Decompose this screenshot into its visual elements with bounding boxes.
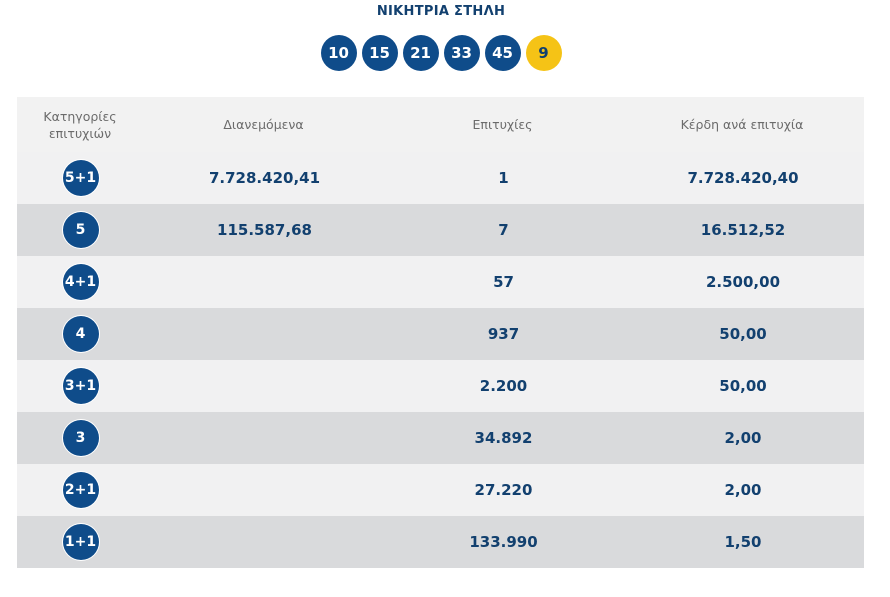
prize-value: 50,00: [719, 325, 767, 343]
prize-value: 2,00: [724, 429, 762, 447]
category-badge: 5: [62, 212, 99, 248]
prize-table-header: Κατηγορίες επιτυχιών Διανεμόμενα Επιτυχί…: [17, 97, 864, 152]
winning-number-ball: 10: [320, 35, 357, 71]
category-badge: 4+1: [62, 264, 99, 300]
category-badge: 2+1: [62, 472, 99, 508]
header-winners: Επιτυχίες: [472, 117, 533, 132]
category-badge: 4: [62, 316, 99, 352]
bonus-number-ball: 9: [525, 35, 562, 71]
table-row: 4+1 57 2.500,00: [17, 256, 864, 308]
table-row: 5+1 7.728.420,41 1 7.728.420,40: [17, 152, 864, 204]
table-row: 2+1 27.220 2,00: [17, 464, 864, 516]
header-distributed: Διανεμόμενα: [223, 117, 304, 132]
table-row: 4 937 50,00: [17, 308, 864, 360]
winners-value: 34.892: [474, 429, 533, 447]
winning-number-ball: 15: [361, 35, 398, 71]
prize-value: 2,00: [724, 481, 762, 499]
category-badge: 3+1: [62, 368, 99, 404]
winners-value: 27.220: [474, 481, 533, 499]
table-row: 5 115.587,68 7 16.512,52: [17, 204, 864, 256]
prize-value: 50,00: [719, 377, 767, 395]
distributed-value: 7.728.420,41: [208, 169, 321, 187]
distributed-value: 115.587,68: [217, 221, 312, 239]
header-category: Κατηγορίες επιτυχιών: [43, 108, 117, 141]
winning-number-ball: 45: [484, 35, 521, 71]
prize-value: 7.728.420,40: [687, 169, 799, 187]
prize-table: Κατηγορίες επιτυχιών Διανεμόμενα Επιτυχί…: [17, 97, 864, 568]
category-badge: 1+1: [62, 524, 99, 560]
prize-value: 2.500,00: [705, 273, 781, 291]
winning-number-ball: 33: [443, 35, 480, 71]
winners-value: 2.200: [479, 377, 528, 395]
winning-number-ball: 21: [402, 35, 439, 71]
table-row: 3+1 2.200 50,00: [17, 360, 864, 412]
winners-value: 7: [498, 221, 509, 239]
prize-value: 16.512,52: [700, 221, 786, 239]
category-badge: 5+1: [62, 160, 99, 196]
table-row: 3 34.892 2,00: [17, 412, 864, 464]
winning-column-title: ΝΙΚΗΤΡΙΑ ΣΤΗΛΗ: [376, 4, 506, 19]
winners-value: 57: [493, 273, 514, 291]
winners-value: 133.990: [469, 533, 538, 551]
category-badge: 3: [62, 420, 99, 456]
winners-value: 937: [487, 325, 520, 343]
table-row: 1+1 133.990 1,50: [17, 516, 864, 568]
winning-numbers: 10 15 21 33 45 9: [0, 35, 882, 71]
prize-value: 1,50: [724, 533, 762, 551]
header-prize-per-winner: Κέρδη ανά επιτυχία: [680, 117, 804, 132]
winners-value: 1: [498, 169, 509, 187]
